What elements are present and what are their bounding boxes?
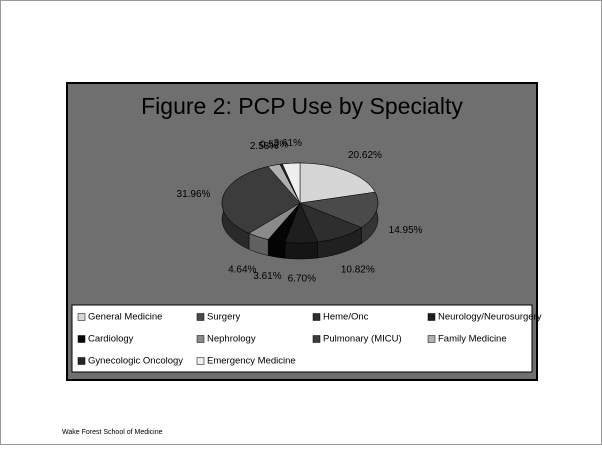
pie-slice: [299, 162, 376, 204]
legend-swatch: [196, 357, 205, 365]
pie-slice: [221, 166, 301, 234]
legend-swatch: [196, 313, 205, 321]
pie-side: [284, 241, 318, 260]
footer: Wake Forest School of Medicine: [62, 429, 163, 436]
legend-label: Surgery: [207, 312, 241, 323]
data-label: 4.64%: [228, 264, 256, 275]
data-label: 3.61%: [253, 271, 281, 282]
data-label: 10.82%: [341, 264, 375, 275]
legend-label: Pulmonary (MICU): [323, 334, 402, 345]
data-label: 2.58%: [250, 141, 278, 152]
legend-swatch: [196, 335, 205, 343]
pie-slice: [282, 162, 301, 204]
legend-swatch: [427, 335, 436, 343]
legend-swatch: [77, 313, 86, 321]
data-label: 31.96%: [177, 189, 211, 200]
data-label: 20.62%: [348, 150, 382, 161]
data-label: 0.52%: [260, 139, 288, 150]
data-label: 14.95%: [389, 225, 423, 236]
legend-swatch: [427, 313, 436, 321]
legend-label: Neurology/Neurosurgery: [438, 312, 542, 323]
legend-label: General Medicine: [88, 312, 162, 323]
pie-slice: [299, 191, 379, 228]
legend-label: Cardiology: [88, 334, 134, 345]
legend-label: Gynecologic Oncology: [88, 356, 183, 367]
chart-title: Figure 2: PCP Use by Specialty: [141, 93, 463, 119]
legend-swatch: [312, 313, 321, 321]
legend-swatch: [77, 357, 86, 365]
data-label: 6.70%: [288, 274, 316, 285]
legend-swatch: [312, 335, 321, 343]
pie-side: [267, 239, 286, 259]
legend-label: Heme/Onc: [323, 312, 369, 323]
data-label: 3.61%: [274, 138, 302, 149]
legend-label: Emergency Medicine: [207, 356, 296, 367]
legend-label: Nephrology: [207, 334, 256, 345]
legend-label: Family Medicine: [438, 334, 507, 345]
legend-box: [71, 304, 533, 373]
legend-swatch: [77, 335, 86, 343]
